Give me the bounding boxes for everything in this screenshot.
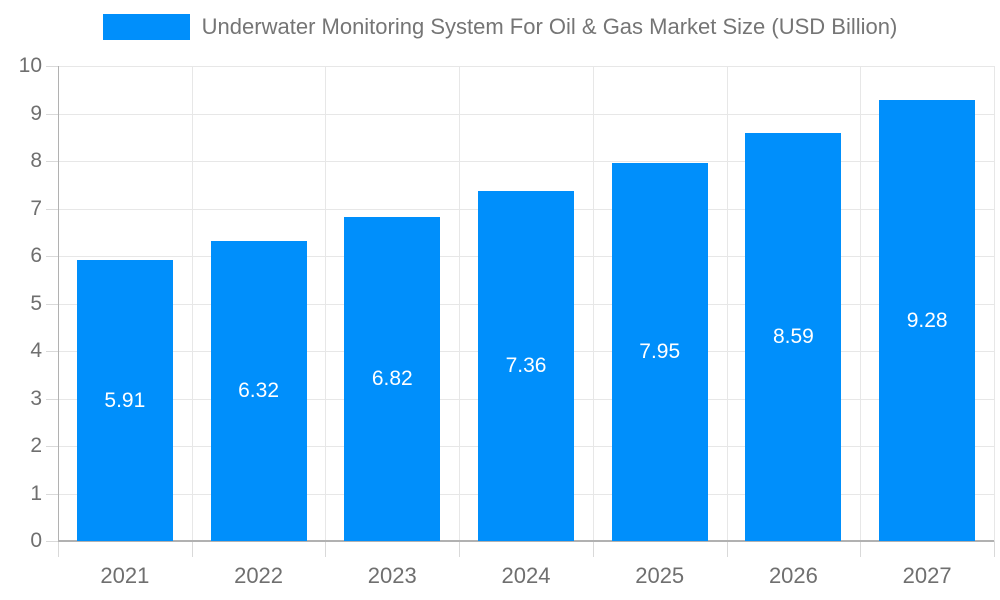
x-axis-tick	[58, 541, 59, 557]
bar[interactable]	[745, 132, 842, 541]
x-axis-tick	[191, 541, 193, 557]
bar[interactable]	[76, 260, 173, 541]
x-grid-line	[860, 66, 862, 541]
x-grid-line	[325, 66, 327, 541]
y-grid-line	[58, 113, 994, 115]
x-axis-label: 2024	[501, 563, 551, 588]
y-axis-label: 3	[30, 386, 42, 410]
y-axis-tick	[46, 493, 58, 495]
bar[interactable]	[210, 240, 307, 541]
bar-value-label: 6.82	[371, 367, 413, 391]
y-axis-tick	[46, 303, 58, 305]
y-axis-label: 10	[18, 54, 42, 77]
x-axis-label: 2021	[100, 563, 150, 588]
x-axis-line	[58, 540, 994, 542]
bar-value-label: 5.91	[104, 388, 146, 412]
x-axis-tick	[459, 541, 461, 557]
y-axis-label: 6	[30, 244, 42, 267]
x-grid-line	[191, 66, 193, 541]
y-grid-line	[58, 66, 994, 67]
x-grid-line	[994, 66, 995, 541]
x-axis-tick	[860, 541, 862, 557]
y-axis-label: 2	[30, 434, 42, 457]
y-axis-label: 1	[30, 481, 42, 505]
bar-value-label: 7.95	[639, 340, 681, 364]
bar[interactable]	[611, 163, 708, 541]
y-axis-tick	[46, 398, 58, 400]
y-axis-tick	[46, 351, 58, 352]
y-axis-tick	[46, 446, 58, 447]
x-grid-line	[459, 66, 461, 541]
x-axis-tick	[994, 541, 995, 557]
x-axis-tick	[325, 541, 327, 557]
y-axis-label: 9	[30, 101, 42, 125]
x-axis-tick	[592, 541, 594, 557]
y-axis-tick	[46, 256, 58, 257]
y-axis-tick	[46, 541, 58, 542]
chart-title: Underwater Monitoring System For Oil & G…	[201, 14, 898, 39]
y-axis-label: 7	[30, 196, 42, 220]
bar-value-label: 6.32	[238, 378, 279, 402]
bar[interactable]	[478, 191, 574, 541]
bar[interactable]	[344, 217, 441, 541]
y-axis-label: 4	[30, 339, 42, 362]
x-axis-tick	[726, 541, 728, 557]
y-axis-line	[58, 66, 59, 541]
legend[interactable]: Underwater Monitoring System For Oil & G…	[0, 14, 1000, 40]
bar-value-label: 9.28	[906, 308, 948, 332]
y-axis-tick	[46, 113, 58, 115]
legend-swatch	[102, 14, 190, 40]
y-axis-tick	[46, 208, 58, 210]
x-axis-label: 2027	[902, 563, 952, 588]
x-axis-label: 2026	[768, 563, 818, 588]
y-axis-label: 5	[30, 291, 42, 315]
y-axis-tick	[46, 66, 58, 67]
y-axis-label: 8	[30, 149, 42, 172]
bar[interactable]	[879, 100, 976, 541]
y-axis-label: 0	[30, 529, 42, 552]
x-grid-line	[592, 66, 594, 541]
x-grid-line	[726, 66, 728, 541]
bar-value-label: 8.59	[772, 324, 814, 348]
y-grid-line	[58, 161, 994, 162]
y-axis-tick	[46, 161, 58, 162]
x-axis-label: 2025	[635, 563, 685, 588]
x-axis-label: 2022	[234, 563, 284, 588]
bar-value-label: 7.36	[505, 354, 547, 378]
x-axis-label: 2023	[367, 563, 417, 588]
